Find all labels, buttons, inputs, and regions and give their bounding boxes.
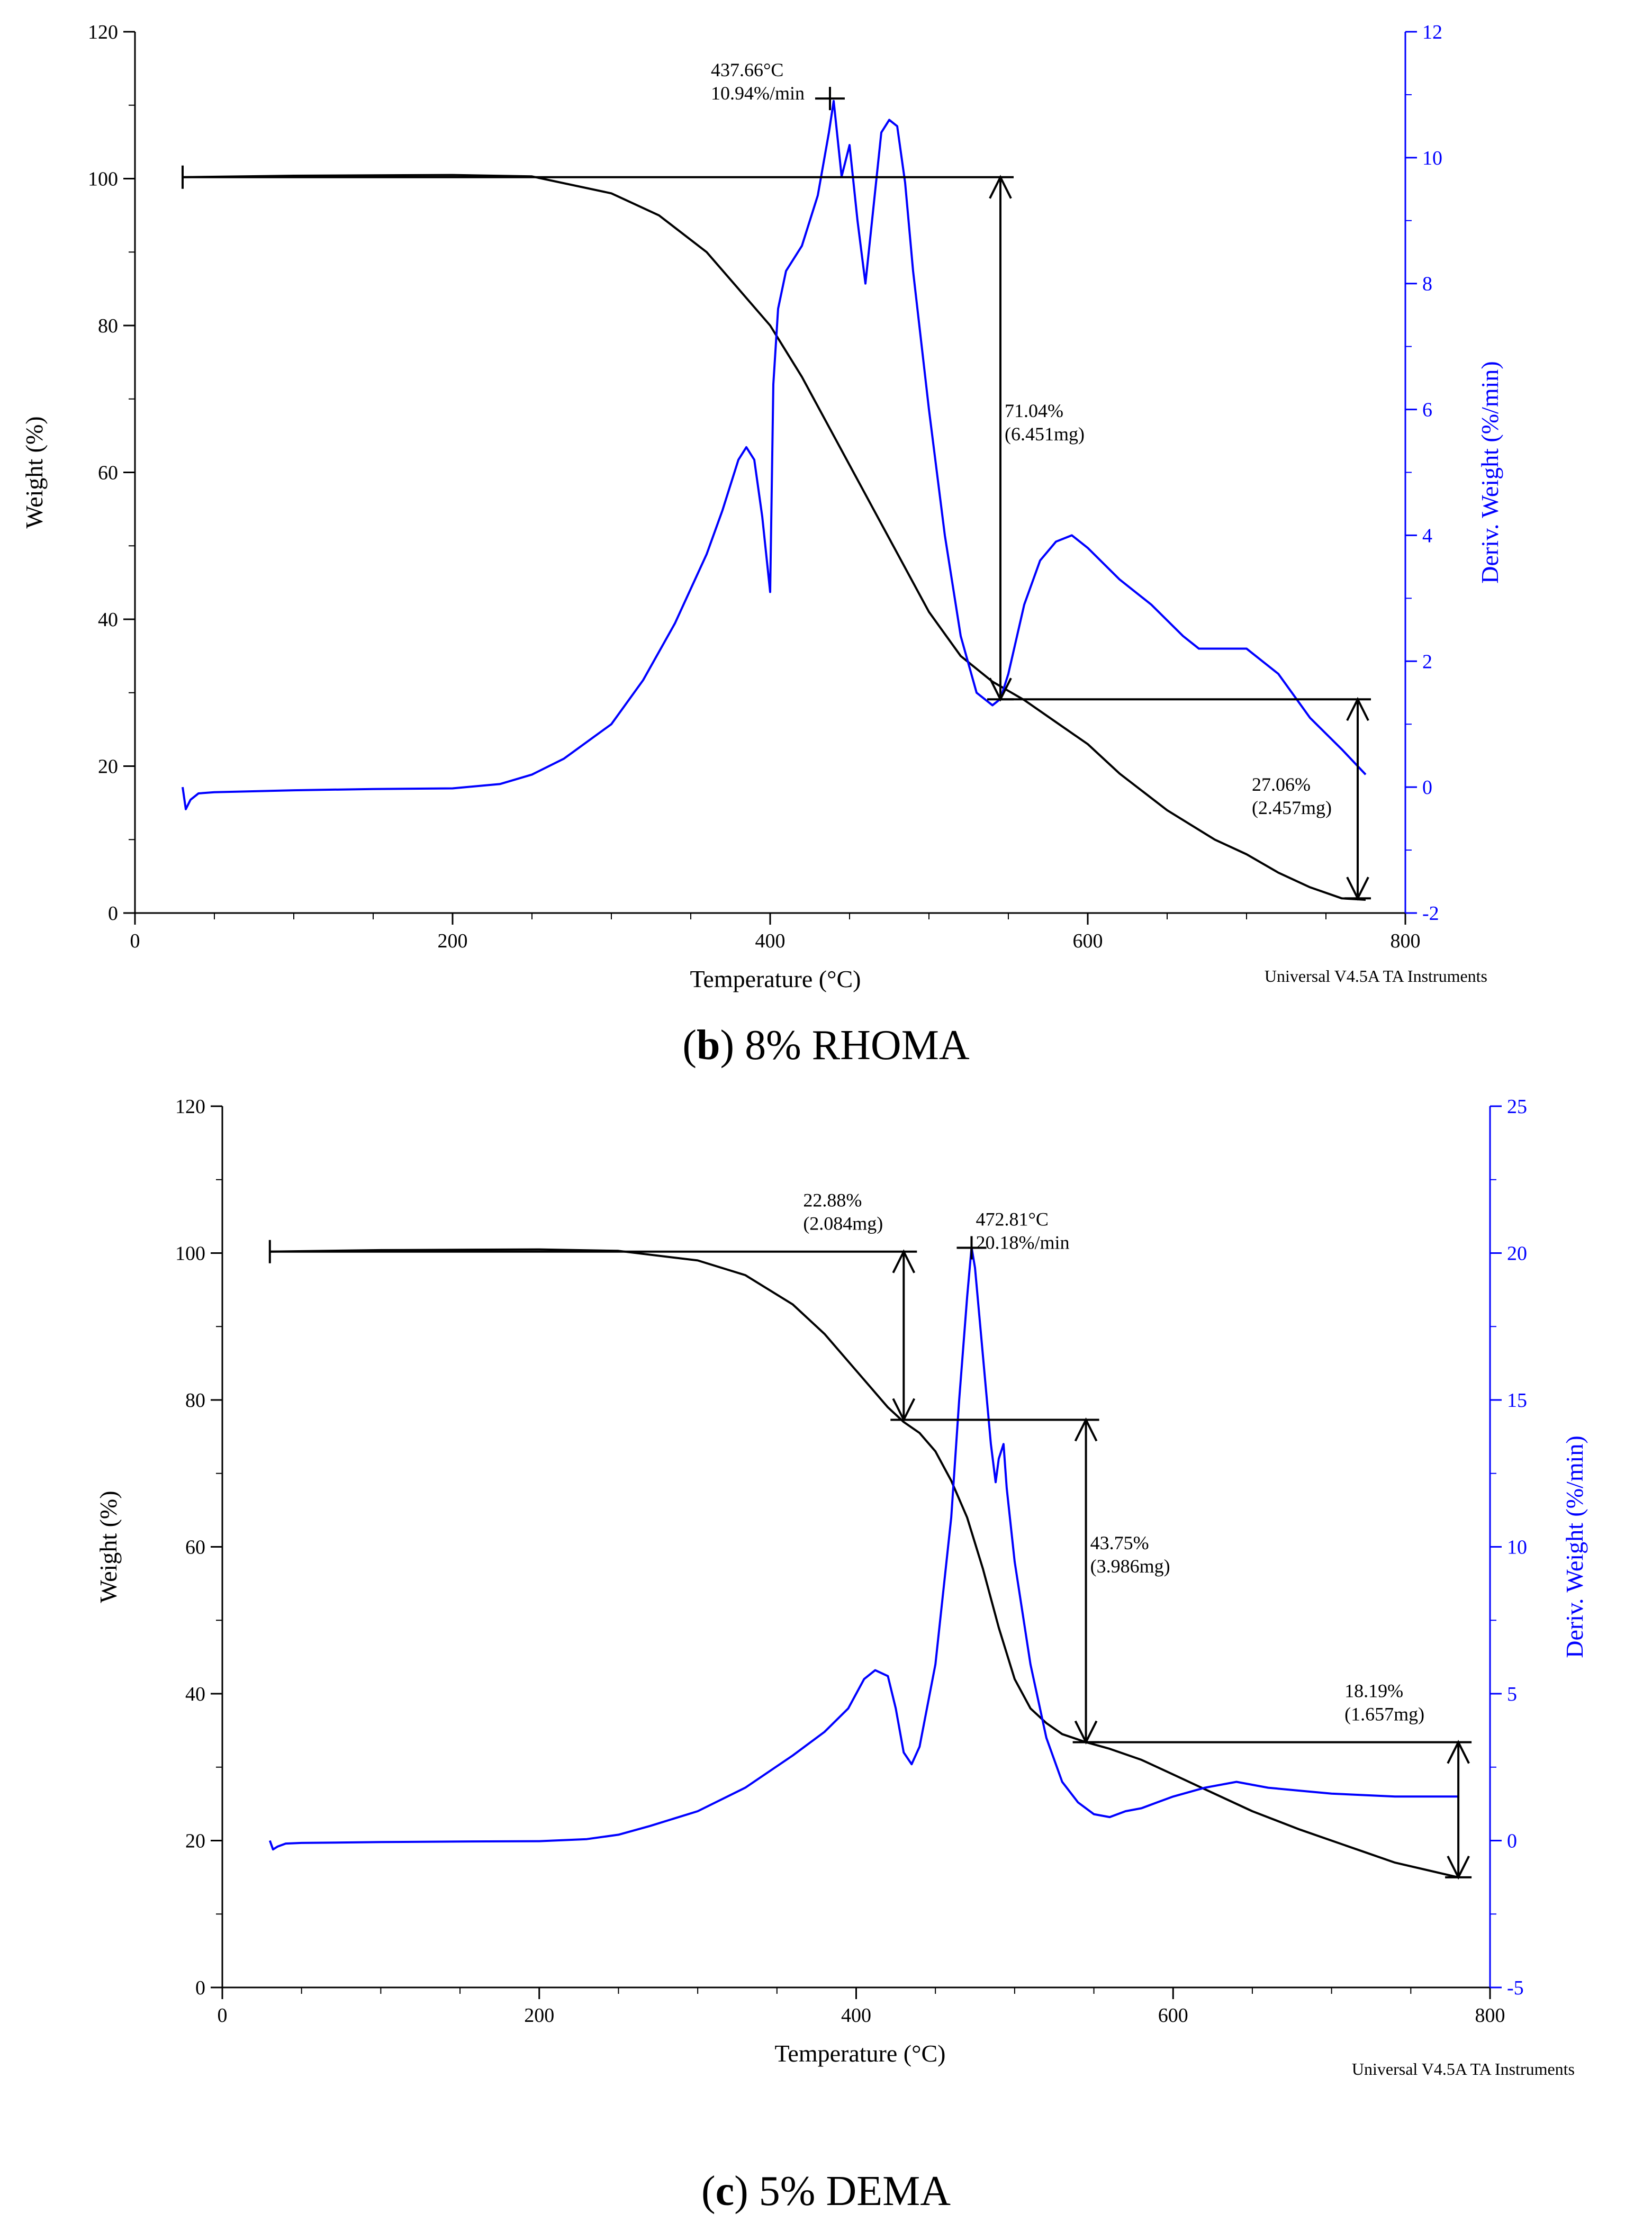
y2-tick-label: 6 bbox=[1422, 399, 1432, 421]
instrument-footer: Universal V4.5A TA Instruments bbox=[1265, 966, 1487, 986]
step-mass-label: (2.084mg) bbox=[803, 1213, 883, 1234]
y-tick-label: 120 bbox=[175, 1096, 205, 1118]
y2-tick-label: 10 bbox=[1507, 1537, 1527, 1559]
weight-curve bbox=[182, 174, 1366, 901]
x-axis-label: Temperature (°C) bbox=[775, 2040, 946, 2067]
x-tick-label: 800 bbox=[1475, 2004, 1505, 2027]
y-axis-label: Weight (%) bbox=[21, 416, 48, 528]
peak-rate-label: 10.94%/min bbox=[711, 83, 805, 104]
y2-axis-label: Deriv. Weight (%/min) bbox=[1476, 361, 1503, 583]
x-tick-label: 600 bbox=[1073, 930, 1103, 952]
peak-temperature-label: 437.66°C bbox=[711, 59, 783, 80]
step-percent-label: 43.75% bbox=[1090, 1532, 1149, 1553]
arrow-head bbox=[1074, 1417, 1098, 1442]
y2-tick-label: 0 bbox=[1507, 1830, 1517, 1853]
y2-tick-label: 10 bbox=[1422, 147, 1442, 169]
step-mass-label: (6.451mg) bbox=[1005, 423, 1085, 445]
chart-panel-c: 0 200 400 600 800 0 20 40 60 80 100 120 -5 0 5 10 15 20 25… bbox=[95, 1096, 1588, 2079]
caption-open-paren: ( bbox=[701, 2168, 716, 2215]
step-percent-label: 22.88% bbox=[803, 1190, 862, 1211]
y2-tick-label: 20 bbox=[1507, 1243, 1527, 1265]
step-mass-label: (2.457mg) bbox=[1252, 797, 1332, 818]
y-tick-label: 0 bbox=[108, 902, 118, 925]
y-tick-label: 100 bbox=[88, 168, 118, 191]
y2-tick-label: -2 bbox=[1422, 902, 1439, 925]
instrument-footer: Universal V4.5A TA Instruments bbox=[1352, 2059, 1575, 2079]
caption-open-paren: ( bbox=[682, 1022, 697, 1069]
caption-text: ) 5% DEMA bbox=[734, 2168, 951, 2215]
y-tick-label: 60 bbox=[185, 1537, 205, 1559]
x-tick-label: 200 bbox=[438, 930, 468, 952]
arrow-head bbox=[989, 175, 1012, 199]
weight-curve bbox=[269, 1248, 1459, 1878]
arrow-head bbox=[892, 1249, 916, 1273]
caption-text: ) 8% RHOMA bbox=[720, 1022, 970, 1069]
y2-tick-label: 8 bbox=[1422, 273, 1432, 295]
y2-tick-label: 12 bbox=[1422, 21, 1442, 43]
step-percent-label: 18.19% bbox=[1344, 1680, 1403, 1702]
y-tick-label: 80 bbox=[185, 1389, 205, 1412]
peak-rate-label: 20.18%/min bbox=[976, 1232, 1069, 1253]
y-tick-label: 20 bbox=[98, 756, 118, 778]
step-mass-label: (1.657mg) bbox=[1344, 1704, 1424, 1725]
y-tick-label: 120 bbox=[88, 21, 118, 43]
y-axis-label: Weight (%) bbox=[95, 1490, 122, 1603]
panel-caption-c: (c) 5% DEMA bbox=[0, 2167, 1652, 2216]
x-tick-label: 0 bbox=[130, 930, 140, 952]
step-mass-label: (3.986mg) bbox=[1090, 1556, 1170, 1577]
y-tick-label: 0 bbox=[195, 1977, 205, 1999]
deriv-weight-curve bbox=[182, 100, 1367, 810]
caption-letter: c bbox=[715, 2168, 735, 2215]
y-tick-label: 20 bbox=[185, 1830, 205, 1853]
arrow-head bbox=[1346, 697, 1369, 721]
y-tick-label: 60 bbox=[98, 462, 118, 484]
deriv-weight-curve bbox=[268, 1246, 1459, 1851]
y2-tick-label: -5 bbox=[1507, 1977, 1524, 1999]
y-tick-label: 40 bbox=[185, 1683, 205, 1705]
y2-tick-label: 0 bbox=[1422, 776, 1432, 799]
arrow-head bbox=[1447, 1740, 1470, 1764]
y2-tick-label: 2 bbox=[1422, 650, 1432, 673]
x-tick-label: 800 bbox=[1391, 930, 1421, 952]
y2-axis-label: Deriv. Weight (%/min) bbox=[1561, 1435, 1588, 1658]
x-tick-label: 0 bbox=[218, 2004, 228, 2027]
step-percent-label: 71.04% bbox=[1005, 400, 1063, 421]
x-axis-label: Temperature (°C) bbox=[690, 965, 861, 992]
chart-panel-b: 0 200 400 600 800 0 20 40 60 80 100 120 -2 0 2 4 6 8 10 12 T… bbox=[21, 21, 1503, 992]
x-tick-label: 600 bbox=[1158, 2004, 1188, 2027]
peak-temperature-label: 472.81°C bbox=[976, 1209, 1048, 1230]
y2-tick-label: 25 bbox=[1507, 1096, 1527, 1118]
y-tick-label: 80 bbox=[98, 315, 118, 337]
y2-tick-label: 15 bbox=[1507, 1389, 1527, 1412]
y-tick-label: 100 bbox=[175, 1243, 205, 1265]
panel-caption-b: (b) 8% RHOMA bbox=[0, 1022, 1652, 1070]
y-tick-label: 40 bbox=[98, 609, 118, 631]
x-tick-label: 400 bbox=[755, 930, 786, 952]
step-percent-label: 27.06% bbox=[1252, 774, 1311, 795]
caption-letter: b bbox=[697, 1022, 720, 1069]
x-tick-label: 400 bbox=[841, 2004, 871, 2027]
x-tick-label: 200 bbox=[524, 2004, 554, 2027]
y2-tick-label: 4 bbox=[1422, 525, 1432, 547]
y2-tick-label: 5 bbox=[1507, 1683, 1517, 1705]
